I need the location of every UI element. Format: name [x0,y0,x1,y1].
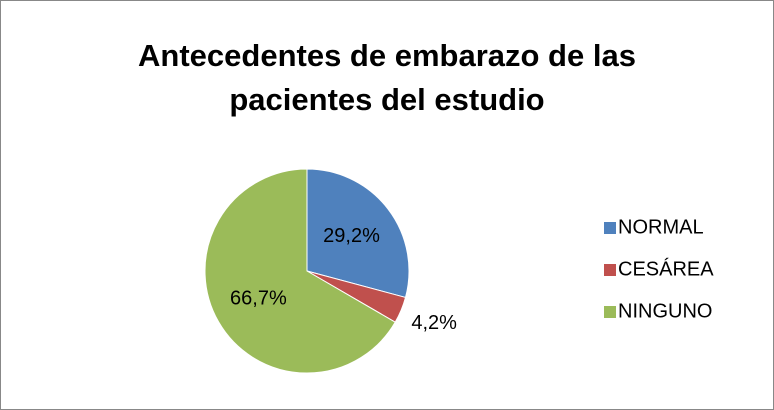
pie-slice [306,168,410,299]
legend-label: CESÁREA [618,257,714,280]
data-label: 66,7% [230,287,287,309]
legend-swatch [604,264,616,276]
legend-swatch [604,222,616,234]
legend-swatch [604,306,616,318]
legend-label: NORMAL [618,216,704,238]
legend-label: NINGUNO [618,300,712,322]
data-label: 29,2% [323,225,380,247]
pie-slice [204,168,396,374]
data-label: 4,2% [411,312,457,334]
chart-title: Antecedentes de embarazo de las pacientes… [138,38,636,117]
